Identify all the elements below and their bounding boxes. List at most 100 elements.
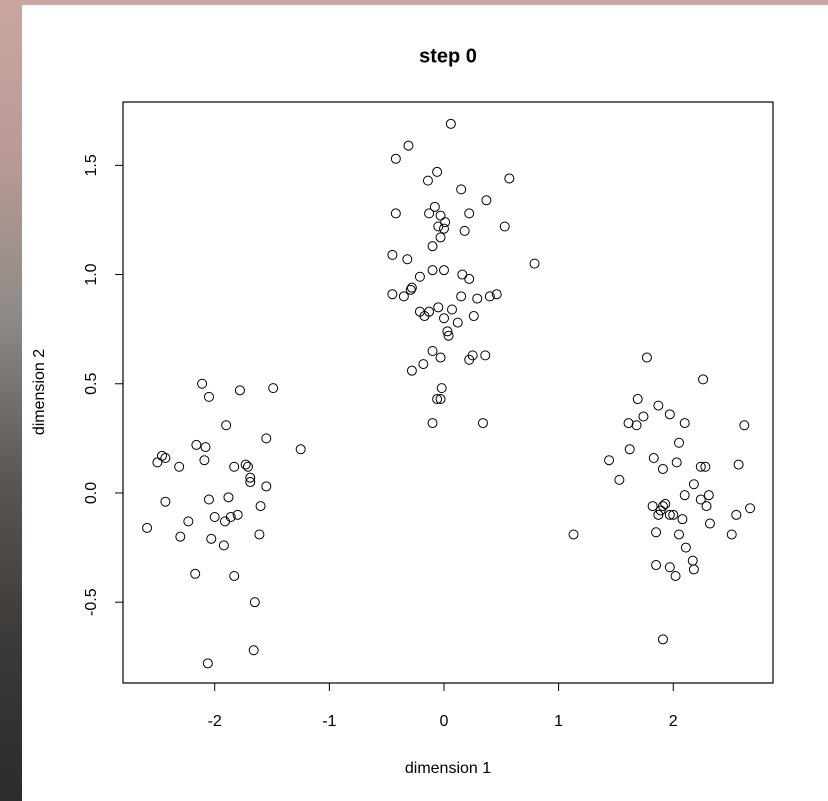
point [452,317,463,328]
point [427,418,438,429]
point [435,352,446,363]
point [229,570,240,581]
point [477,418,488,429]
point [443,330,454,341]
y-axis-label: dimension 2 [31,349,48,435]
point [739,420,750,431]
point [418,359,429,370]
point [232,509,243,520]
point [457,269,468,280]
point [156,450,167,461]
point [424,306,435,317]
point [733,459,744,470]
point [245,477,256,488]
point [464,273,475,284]
point [255,501,266,512]
point [220,516,231,527]
point [405,284,416,295]
point [468,311,479,322]
point [200,442,211,453]
point [657,634,668,645]
x-tick-label: 0 [440,713,449,730]
point [464,354,475,365]
point [432,394,443,405]
point [673,529,684,540]
point [160,453,171,464]
point [427,241,438,252]
point [647,501,658,512]
point [464,208,475,219]
point [254,529,265,540]
point [429,201,440,212]
point [248,645,259,656]
point [632,394,643,405]
point [687,555,698,566]
point [183,516,194,527]
point [402,254,413,265]
x-tick-label: -1 [322,713,336,730]
point [704,518,715,529]
point [234,385,245,396]
point [660,498,671,509]
point [655,505,666,516]
chart-title: step 0 [419,45,477,67]
point [435,232,446,243]
point [427,265,438,276]
point [447,304,458,315]
point [731,509,742,520]
point [160,496,171,507]
y-tick-label: 1.5 [83,154,100,176]
point [249,597,260,608]
point [142,522,153,533]
point [406,282,417,293]
point [657,463,668,474]
point [190,568,201,579]
point [398,291,409,302]
point [435,210,446,221]
point [261,433,272,444]
y-tick-label: 1.0 [83,263,100,285]
point [491,289,502,300]
point [242,461,253,472]
point [261,481,272,492]
point [387,289,398,300]
point [209,512,220,522]
point [191,439,202,450]
point [664,509,675,520]
point [668,509,679,520]
point [203,494,214,505]
point [432,166,443,177]
y-tick-label: 0.0 [83,482,100,504]
point [433,221,444,232]
point [206,533,217,544]
point [651,527,662,538]
point [624,444,635,455]
point [638,411,649,422]
point [604,455,615,466]
point [703,490,714,501]
point [623,418,634,429]
point [673,437,684,448]
point [671,457,682,468]
point [440,217,451,228]
point [679,418,690,429]
point [614,474,625,485]
point [651,560,662,571]
x-axis-label: dimension 1 [405,760,491,777]
point [433,302,444,313]
point [390,208,401,219]
point [641,352,652,363]
point [229,461,240,472]
point [438,265,449,276]
point [688,564,699,575]
point [152,457,163,468]
point [472,293,483,304]
point [240,459,251,470]
point [406,365,417,376]
point [403,140,414,151]
point [435,394,446,405]
point [268,383,279,394]
x-tick-label: 2 [669,713,678,730]
point [414,271,425,282]
point [680,542,691,553]
